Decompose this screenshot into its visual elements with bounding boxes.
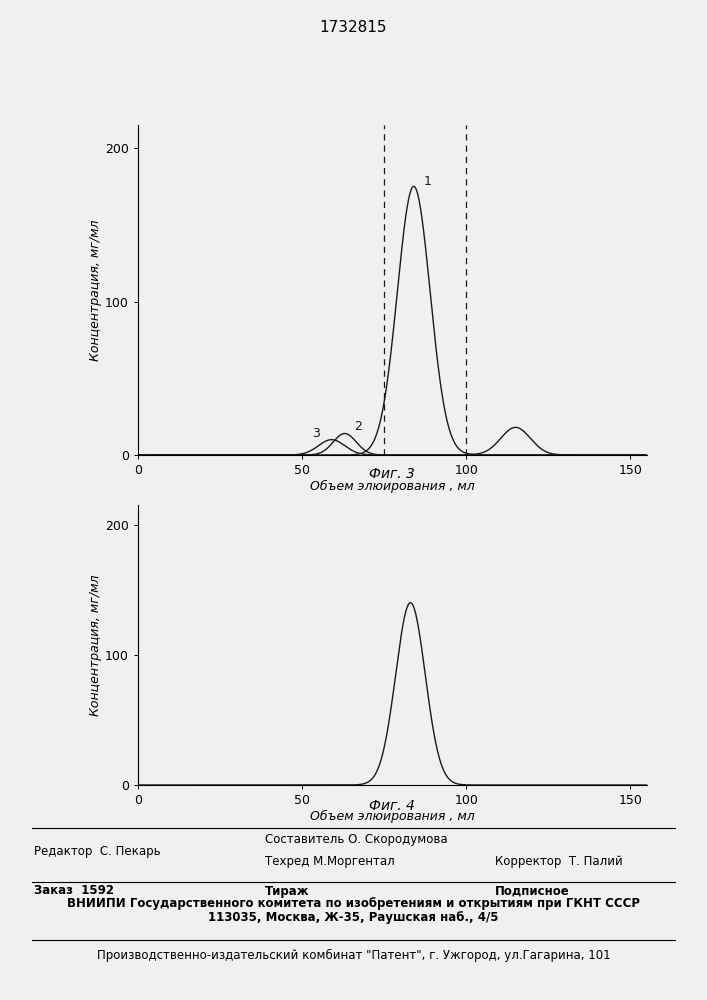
Y-axis label: Концентрация, мг/мл: Концентрация, мг/мл [89, 574, 103, 716]
Text: Тираж: Тираж [265, 884, 310, 898]
Y-axis label: Концентрация, мг/мл: Концентрация, мг/мл [89, 219, 103, 361]
X-axis label: Объем элюирования , мл: Объем элюирования , мл [310, 810, 475, 823]
Text: Редактор  С. Пекарь: Редактор С. Пекарь [34, 846, 160, 858]
Text: Фиг. 4: Фиг. 4 [370, 799, 415, 813]
Text: Корректор  Т. Палий: Корректор Т. Палий [495, 856, 623, 868]
Text: 1732815: 1732815 [320, 20, 387, 35]
Text: Подписное: Подписное [495, 884, 570, 898]
Text: 2: 2 [355, 420, 363, 433]
X-axis label: Объем элюирования , мл: Объем элюирования , мл [310, 480, 475, 493]
Text: 3: 3 [312, 427, 320, 440]
Text: Заказ  1592: Заказ 1592 [34, 884, 114, 898]
Text: 1: 1 [423, 175, 431, 188]
Text: Фиг. 3: Фиг. 3 [370, 467, 415, 481]
Text: Составитель О. Скородумова: Составитель О. Скородумова [265, 834, 448, 846]
Text: Техред М.Моргентал: Техред М.Моргентал [265, 856, 395, 868]
Text: 113035, Москва, Ж-35, Раушская наб., 4/5: 113035, Москва, Ж-35, Раушская наб., 4/5 [209, 910, 498, 924]
Text: Производственно-издательский комбинат "Патент", г. Ужгород, ул.Гагарина, 101: Производственно-издательский комбинат "П… [97, 948, 610, 962]
Text: ВНИИПИ Государственного комитета по изобретениям и открытиям при ГКНТ СССР: ВНИИПИ Государственного комитета по изоб… [67, 898, 640, 910]
